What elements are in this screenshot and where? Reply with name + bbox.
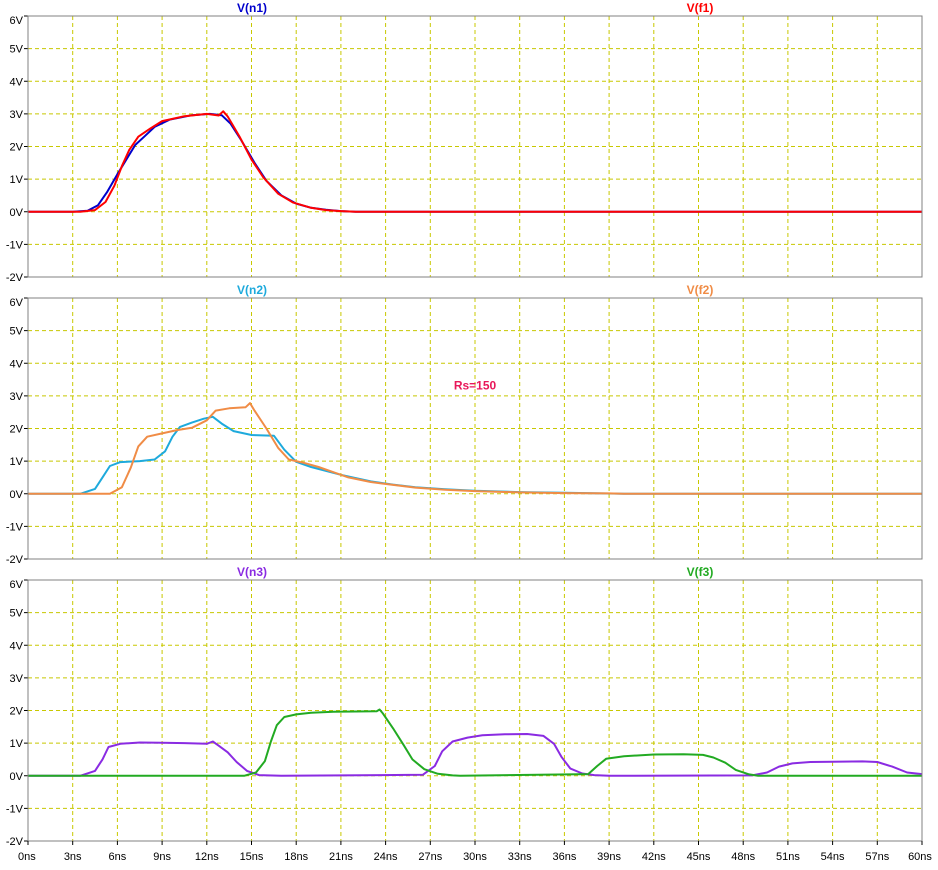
y-tick-label: 0V	[10, 771, 24, 783]
x-tick-label: 0ns	[18, 851, 36, 863]
x-tick-label: 39ns	[597, 851, 621, 863]
y-tick-label: 5V	[10, 44, 24, 56]
y-tick-label: 5V	[10, 326, 24, 338]
y-tick-label: 4V	[10, 640, 24, 652]
trace-vf2[interactable]	[28, 402, 922, 495]
x-tick-label: 45ns	[687, 851, 711, 863]
y-tick-label: 0V	[10, 207, 24, 219]
x-tick-label: 33ns	[508, 851, 532, 863]
y-tick-label: 6V	[10, 579, 24, 591]
y-tick-label: 4V	[10, 358, 24, 370]
y-tick-label: 3V	[10, 391, 24, 403]
x-tick-label: 48ns	[731, 851, 755, 863]
x-tick-label: 6ns	[109, 851, 127, 863]
y-tick-label: 4V	[10, 76, 24, 88]
y-tick-label: -2V	[6, 554, 24, 566]
y-tick-label: -2V	[6, 836, 24, 848]
y-tick-label: 6V	[10, 297, 24, 309]
x-tick-label: 36ns	[552, 851, 576, 863]
y-tick-label: 2V	[10, 424, 24, 436]
trace-title-vf2: V(f2)	[687, 283, 714, 297]
trace-title-vn3: V(n3)	[237, 565, 267, 579]
y-tick-label: 0V	[10, 489, 24, 501]
y-tick-label: 5V	[10, 608, 24, 620]
x-tick-label: 12ns	[195, 851, 219, 863]
trace-title-vf1: V(f1)	[687, 1, 714, 15]
x-tick-label: 51ns	[776, 851, 800, 863]
x-tick-label: 24ns	[374, 851, 398, 863]
x-tick-label: 27ns	[418, 851, 442, 863]
x-tick-label: 54ns	[821, 851, 845, 863]
trace-title-vf3: V(f3)	[687, 565, 714, 579]
pane-frame	[27, 297, 923, 560]
y-tick-label: -2V	[6, 272, 24, 284]
trace-title-vn2: V(n2)	[237, 283, 267, 297]
y-tick-label: 1V	[10, 738, 24, 750]
x-tick-label: 9ns	[153, 851, 171, 863]
x-tick-label: 60ns	[908, 851, 932, 863]
trace-vf3[interactable]	[28, 708, 922, 777]
annotation-label: Rs=150	[454, 378, 497, 392]
x-tick-label: 3ns	[64, 851, 82, 863]
x-tick-label: 57ns	[865, 851, 889, 863]
y-tick-label: -1V	[6, 521, 24, 533]
x-tick-label: 18ns	[284, 851, 308, 863]
x-tick-label: 21ns	[329, 851, 353, 863]
y-tick-label: 1V	[10, 174, 24, 186]
trace-vn3[interactable]	[28, 733, 923, 777]
y-tick-label: 1V	[10, 456, 24, 468]
y-tick-label: 2V	[10, 142, 24, 154]
y-tick-label: -1V	[6, 239, 24, 251]
x-tick-label: 42ns	[642, 851, 666, 863]
x-tick-label: 30ns	[463, 851, 487, 863]
y-tick-label: 3V	[10, 673, 24, 685]
y-tick-label: 6V	[10, 15, 24, 27]
y-tick-label: 3V	[10, 109, 24, 121]
x-tick-label: 15ns	[240, 851, 264, 863]
pane-frame	[27, 15, 923, 278]
trace-vf1[interactable]	[28, 110, 922, 213]
trace-title-vn1: V(n1)	[237, 1, 267, 15]
y-tick-label: 2V	[10, 706, 24, 718]
y-tick-label: -1V	[6, 803, 24, 815]
